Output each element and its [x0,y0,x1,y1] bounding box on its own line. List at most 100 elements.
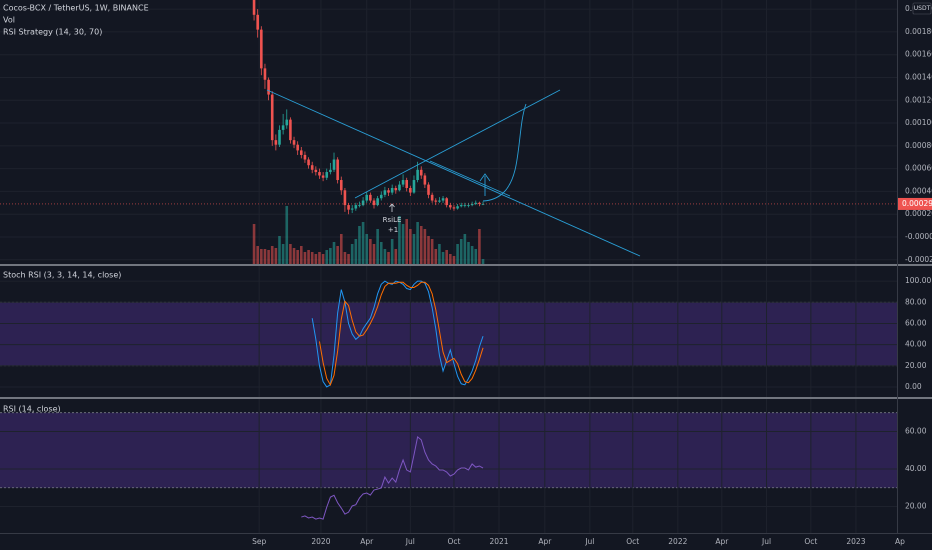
x-tick-label: Oct [626,537,639,546]
candle-body [307,159,310,166]
volume-bar [467,242,470,264]
y-tick-label: 20.00 [905,361,927,370]
candle-body [303,154,307,160]
volume-bar [398,216,401,264]
volume-bar [379,242,383,264]
candle-body [310,165,314,170]
candle-body [270,94,274,141]
volume-bar [270,246,274,264]
band-fill [0,412,897,488]
candle-body [281,125,285,130]
y-tick-label: 40.00 [905,464,927,473]
candle-body [354,205,358,209]
candle-body [347,205,350,210]
candle-body [329,169,332,173]
volume-bar [390,239,394,264]
stoch-title: Stoch RSI (3, 3, 14, 14, close) [3,271,121,280]
candle-body [318,172,321,176]
volume-bar [336,246,339,264]
volume-bar [412,234,416,264]
candle-body [379,194,383,199]
volume-bar [383,249,387,264]
candle-body [430,194,434,201]
y-tick-label: 60.00 [905,426,927,435]
candle-body [263,68,267,80]
volume-bar [434,249,438,264]
volume-bar [430,239,434,264]
x-tick-label: 2021 [489,537,508,546]
candle-body [412,180,416,193]
x-tick-label: Jul [761,537,771,546]
strategy-title: RSI Strategy (14, 30, 70) [3,28,102,37]
signal-size: +1 [388,226,398,234]
signal-arrow [389,203,395,212]
candle-body [459,205,463,207]
candle-body [361,200,365,206]
projection-curve [482,103,527,202]
drawings [266,89,641,257]
y-tick-label: 0.000400 [905,186,932,195]
candle-body [383,190,387,195]
currency-badge [912,2,932,15]
candle-body [394,188,398,191]
candle-body [278,129,281,145]
candle-body [325,172,329,178]
indicator-line [301,435,484,520]
volume-bar [474,249,478,264]
candle-body [390,188,394,193]
candle-body [452,207,456,209]
volume-bar [394,249,398,264]
volume-bar [347,254,350,264]
candle-body [314,169,318,173]
candle-body [449,205,452,208]
y-tick-label: 0.001200 [905,95,932,104]
candle-body [372,200,376,206]
volume-bar [405,219,409,264]
candle-body [365,194,369,201]
volume-bar [438,244,441,264]
volume-bar [281,244,285,264]
volume-bar [470,246,474,264]
volume-bar [478,229,481,264]
signal-label: RsiLE [383,216,402,224]
volume-bar [372,244,376,264]
volume-bar [292,248,296,264]
candle-body [419,169,423,176]
volume-bar [423,229,427,264]
x-tick-label: 2023 [846,537,865,546]
volume-bar [318,252,321,264]
candle-body [416,169,419,181]
x-tick-label: Apr [360,537,374,546]
candle-body [467,205,470,206]
candle-body [343,190,347,206]
y-tick-label: 100.00 [905,276,931,285]
volume-bar [449,254,452,264]
volume-bar [252,224,256,264]
volume-bar [452,256,456,264]
volume-bar [441,252,445,264]
candle-body [285,119,289,126]
candle-body [405,180,409,189]
y-tick-label: 0.00 [905,382,922,391]
candle-body [456,206,459,209]
rsi-pane [0,399,897,533]
volume-bar [300,246,303,264]
volume-bar [289,244,292,264]
candle-body [434,200,438,202]
candle-body [401,180,405,185]
volume-bar [314,254,318,264]
volume-bar [274,248,278,264]
candle-body [470,203,474,206]
candle-body [478,202,481,204]
y-tick-label: 0.000800 [905,141,932,150]
y-tick-label: 0.001000 [905,118,932,127]
candle-body [423,175,427,185]
candle-body [441,198,445,201]
y-tick-label: -0.000000 [905,232,932,241]
volume-bar [278,236,281,264]
volume-bar [325,250,329,264]
trend-line [354,89,561,199]
x-tick-label: 2022 [668,537,687,546]
